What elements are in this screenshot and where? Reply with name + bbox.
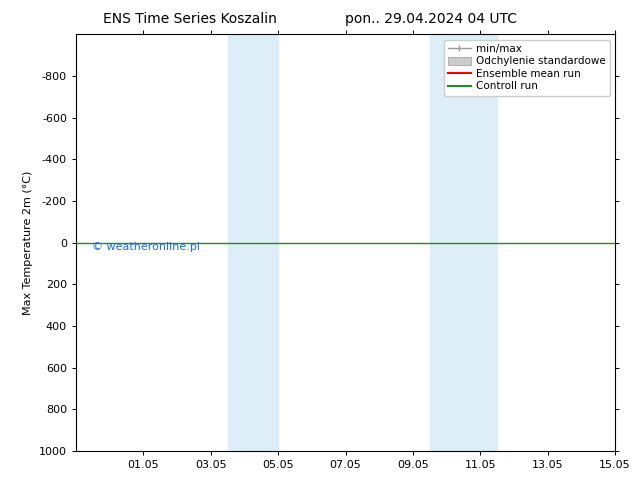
Text: ENS Time Series Koszalin: ENS Time Series Koszalin <box>103 12 277 26</box>
Bar <box>430 34 497 451</box>
Bar <box>228 34 278 451</box>
Text: © weatheronline.pl: © weatheronline.pl <box>93 242 200 252</box>
Y-axis label: Max Temperature 2m (°C): Max Temperature 2m (°C) <box>23 171 34 315</box>
Legend: min/max, Odchylenie standardowe, Ensemble mean run, Controll run: min/max, Odchylenie standardowe, Ensembl… <box>444 40 610 96</box>
Text: pon.. 29.04.2024 04 UTC: pon.. 29.04.2024 04 UTC <box>345 12 517 26</box>
